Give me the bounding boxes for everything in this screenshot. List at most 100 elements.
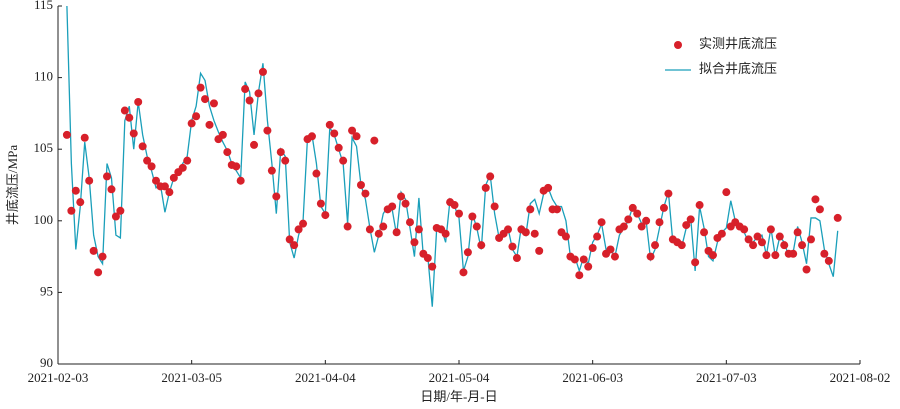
measured-point xyxy=(753,232,762,241)
measured-point xyxy=(428,262,437,271)
measured-point xyxy=(553,205,562,214)
measured-point xyxy=(236,176,245,185)
measured-point xyxy=(802,265,811,274)
measured-point xyxy=(187,119,196,128)
measured-point xyxy=(388,202,397,211)
measured-point xyxy=(642,216,651,225)
measured-point xyxy=(610,252,619,261)
y-tick-label: 90 xyxy=(40,355,53,370)
measured-point xyxy=(651,241,660,250)
y-tick-label: 95 xyxy=(40,283,53,298)
measured-point xyxy=(325,120,334,129)
x-tick-label: 2021-06-03 xyxy=(562,370,623,385)
measured-point xyxy=(570,255,579,264)
measured-point xyxy=(606,245,615,254)
y-tick-label: 105 xyxy=(34,140,54,155)
measured-point xyxy=(397,192,406,201)
measured-point xyxy=(356,181,365,189)
measured-point xyxy=(290,241,299,250)
measured-point xyxy=(561,232,570,241)
measured-point xyxy=(477,241,486,250)
x-tick-label: 2021-05-04 xyxy=(429,370,490,385)
measured-point xyxy=(401,199,410,208)
measured-point xyxy=(682,221,691,230)
measured-point xyxy=(138,142,147,151)
measured-point xyxy=(348,126,357,135)
x-tick-label: 2021-03-05 xyxy=(161,370,222,385)
measured-point xyxy=(196,83,205,92)
measured-point xyxy=(147,162,156,171)
measured-point xyxy=(254,89,263,98)
measured-point xyxy=(405,218,414,227)
measured-point xyxy=(700,228,709,237)
measured-point xyxy=(192,112,201,121)
measured-point xyxy=(633,209,642,218)
measured-point xyxy=(508,242,517,251)
measured-point xyxy=(339,156,348,165)
measured-point xyxy=(744,235,753,244)
legend-label: 实测井底流压 xyxy=(699,36,777,51)
measured-point xyxy=(664,189,673,198)
measured-point xyxy=(691,258,700,267)
measured-point xyxy=(463,248,472,257)
measured-point xyxy=(330,129,339,138)
measured-point xyxy=(129,129,138,138)
fitted-line xyxy=(66,5,839,307)
measured-point xyxy=(312,169,321,178)
x-axis-label: 日期/年-月-日 xyxy=(420,389,497,404)
measured-point xyxy=(780,241,789,250)
measured-point xyxy=(637,222,646,231)
measured-point xyxy=(134,97,143,106)
measured-point xyxy=(749,241,758,250)
measured-point xyxy=(584,262,593,271)
measured-point xyxy=(410,238,419,247)
measured-point xyxy=(762,251,771,260)
measured-point xyxy=(624,215,633,224)
measured-point xyxy=(209,99,218,108)
measured-point xyxy=(806,235,815,244)
measured-point xyxy=(241,85,250,94)
measured-point xyxy=(628,203,637,212)
measured-point xyxy=(504,225,513,234)
measured-point xyxy=(597,218,606,227)
measured-point xyxy=(740,225,749,234)
measured-point xyxy=(223,148,232,157)
y-tick-label: 100 xyxy=(34,212,54,227)
measured-point xyxy=(258,67,267,76)
measured-point xyxy=(183,156,192,165)
measured-point xyxy=(695,201,704,210)
measured-point xyxy=(321,211,330,220)
measured-point xyxy=(352,132,361,141)
measured-point xyxy=(757,238,766,247)
measured-point xyxy=(771,251,780,260)
measured-point xyxy=(459,268,468,277)
measured-point xyxy=(267,166,276,175)
measured-point xyxy=(472,222,481,231)
measured-point xyxy=(722,188,731,197)
measured-point xyxy=(455,209,463,218)
measured-point xyxy=(120,106,129,115)
measured-point xyxy=(276,148,285,157)
measured-point xyxy=(232,162,241,171)
y-tick-label: 115 xyxy=(34,0,53,12)
measured-point xyxy=(294,225,303,234)
measured-point xyxy=(281,156,290,165)
measured-point xyxy=(245,96,254,105)
measured-point xyxy=(512,254,521,263)
measured-point xyxy=(490,202,499,211)
measured-point xyxy=(521,228,530,237)
x-tick-label: 2021-02-03 xyxy=(28,370,89,385)
measured-point xyxy=(263,126,272,135)
measured-point xyxy=(441,229,450,238)
measured-point xyxy=(272,192,281,201)
measured-point xyxy=(686,215,695,224)
measured-point xyxy=(152,176,161,185)
measured-point xyxy=(343,222,352,231)
measured-point xyxy=(361,189,370,198)
measured-point xyxy=(526,205,535,214)
measured-point xyxy=(160,182,169,191)
measured-point xyxy=(178,163,187,172)
measured-point xyxy=(316,199,325,208)
legend-marker xyxy=(674,41,682,49)
